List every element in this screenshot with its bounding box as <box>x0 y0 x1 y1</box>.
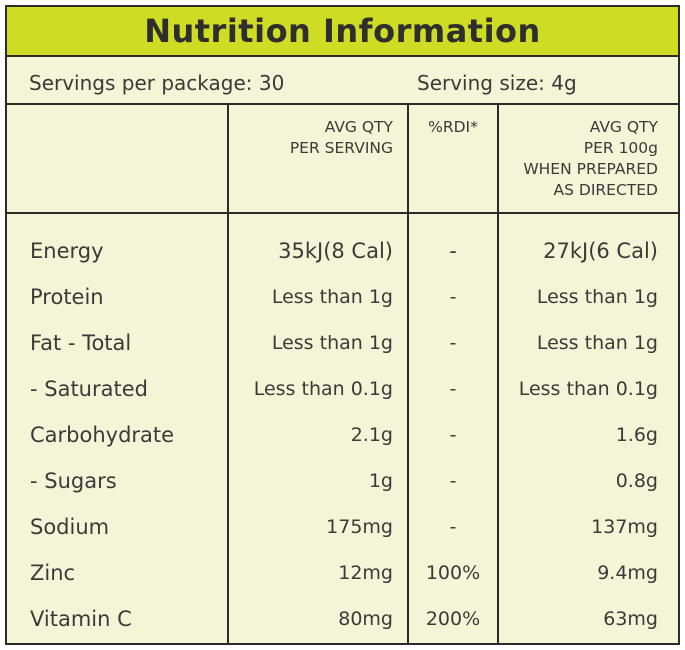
per-100g-value: 9.4mg <box>597 562 658 584</box>
per-serving-value: Less than 1g <box>271 332 393 354</box>
per-100g-value: 63mg <box>603 608 658 630</box>
rdi-value: - <box>449 470 457 492</box>
header-per-serving: AVG QTY PER SERVING <box>289 118 393 157</box>
per-100g-value: 27kJ(6 Cal) <box>543 239 658 263</box>
per-serving-value: 175mg <box>326 516 393 538</box>
per-serving-value: 35kJ(8 Cal) <box>278 239 393 263</box>
rdi-value: - <box>449 378 457 400</box>
nutrient-name: - Saturated <box>30 377 148 401</box>
panel-title: Nutrition Information <box>144 12 541 50</box>
per-100g-value: Less than 1g <box>536 332 658 354</box>
per-100g-value: Less than 0.1g <box>518 378 658 400</box>
per-serving-value: 12mg <box>338 562 393 584</box>
per-100g-value: 137mg <box>591 516 658 538</box>
nutrient-name: - Sugars <box>30 469 117 493</box>
nutrition-panel: Nutrition Information Servings per packa… <box>5 5 680 645</box>
per-serving-value: 80mg <box>338 608 393 630</box>
per-serving-value: Less than 0.1g <box>253 378 393 400</box>
rdi-value: - <box>449 332 457 354</box>
header-per-100g: AVG QTY PER 100g WHEN PREPARED AS DIRECT… <box>523 118 658 199</box>
rdi-value: - <box>449 286 457 308</box>
per-100g-value: 0.8g <box>615 470 658 492</box>
title-bar: Nutrition Information <box>7 7 678 57</box>
table-row: Vitamin C 80mg 200% 63mg <box>7 596 678 642</box>
column-divider <box>227 105 229 643</box>
table-row: Energy 35kJ(8 Cal) - 27kJ(6 Cal) <box>7 228 678 274</box>
table-row: Carbohydrate 2.1g - 1.6g <box>7 412 678 458</box>
per-serving-value: Less than 1g <box>271 286 393 308</box>
nutrient-name: Carbohydrate <box>30 423 175 447</box>
table-row: - Saturated Less than 0.1g - Less than 0.1g <box>7 366 678 412</box>
header-rdi: %RDI* <box>428 118 478 136</box>
per-serving-value: 1g <box>368 470 393 492</box>
serving-size: Serving size: 4g <box>417 71 577 95</box>
table-row: Fat - Total Less than 1g - Less than 1g <box>7 320 678 366</box>
table-row: Zinc 12mg 100% 9.4mg <box>7 550 678 596</box>
column-divider <box>497 105 499 643</box>
nutrient-name: Sodium <box>30 515 110 539</box>
rdi-value: - <box>449 239 457 263</box>
nutrient-name: Protein <box>30 285 104 309</box>
table-row: - Sugars 1g - 0.8g <box>7 458 678 504</box>
header-divider <box>7 212 678 214</box>
nutrient-name: Zinc <box>30 561 76 585</box>
rdi-value: - <box>449 424 457 446</box>
rdi-value: 200% <box>425 608 481 630</box>
per-100g-value: Less than 1g <box>536 286 658 308</box>
per-100g-value: 1.6g <box>615 424 658 446</box>
column-divider <box>407 105 409 643</box>
rdi-value: 100% <box>425 562 481 584</box>
nutrient-name: Energy <box>30 239 104 263</box>
table-row: Protein Less than 1g - Less than 1g <box>7 274 678 320</box>
per-serving-value: 2.1g <box>350 424 393 446</box>
servings-per-package: Servings per package: 30 <box>29 71 285 95</box>
nutrient-name: Fat - Total <box>30 331 132 355</box>
serving-info-row: Servings per package: 30 Serving size: 4… <box>7 57 678 105</box>
rdi-value: - <box>449 516 457 538</box>
table-row: Sodium 175mg - 137mg <box>7 504 678 550</box>
nutrient-name: Vitamin C <box>30 607 132 631</box>
